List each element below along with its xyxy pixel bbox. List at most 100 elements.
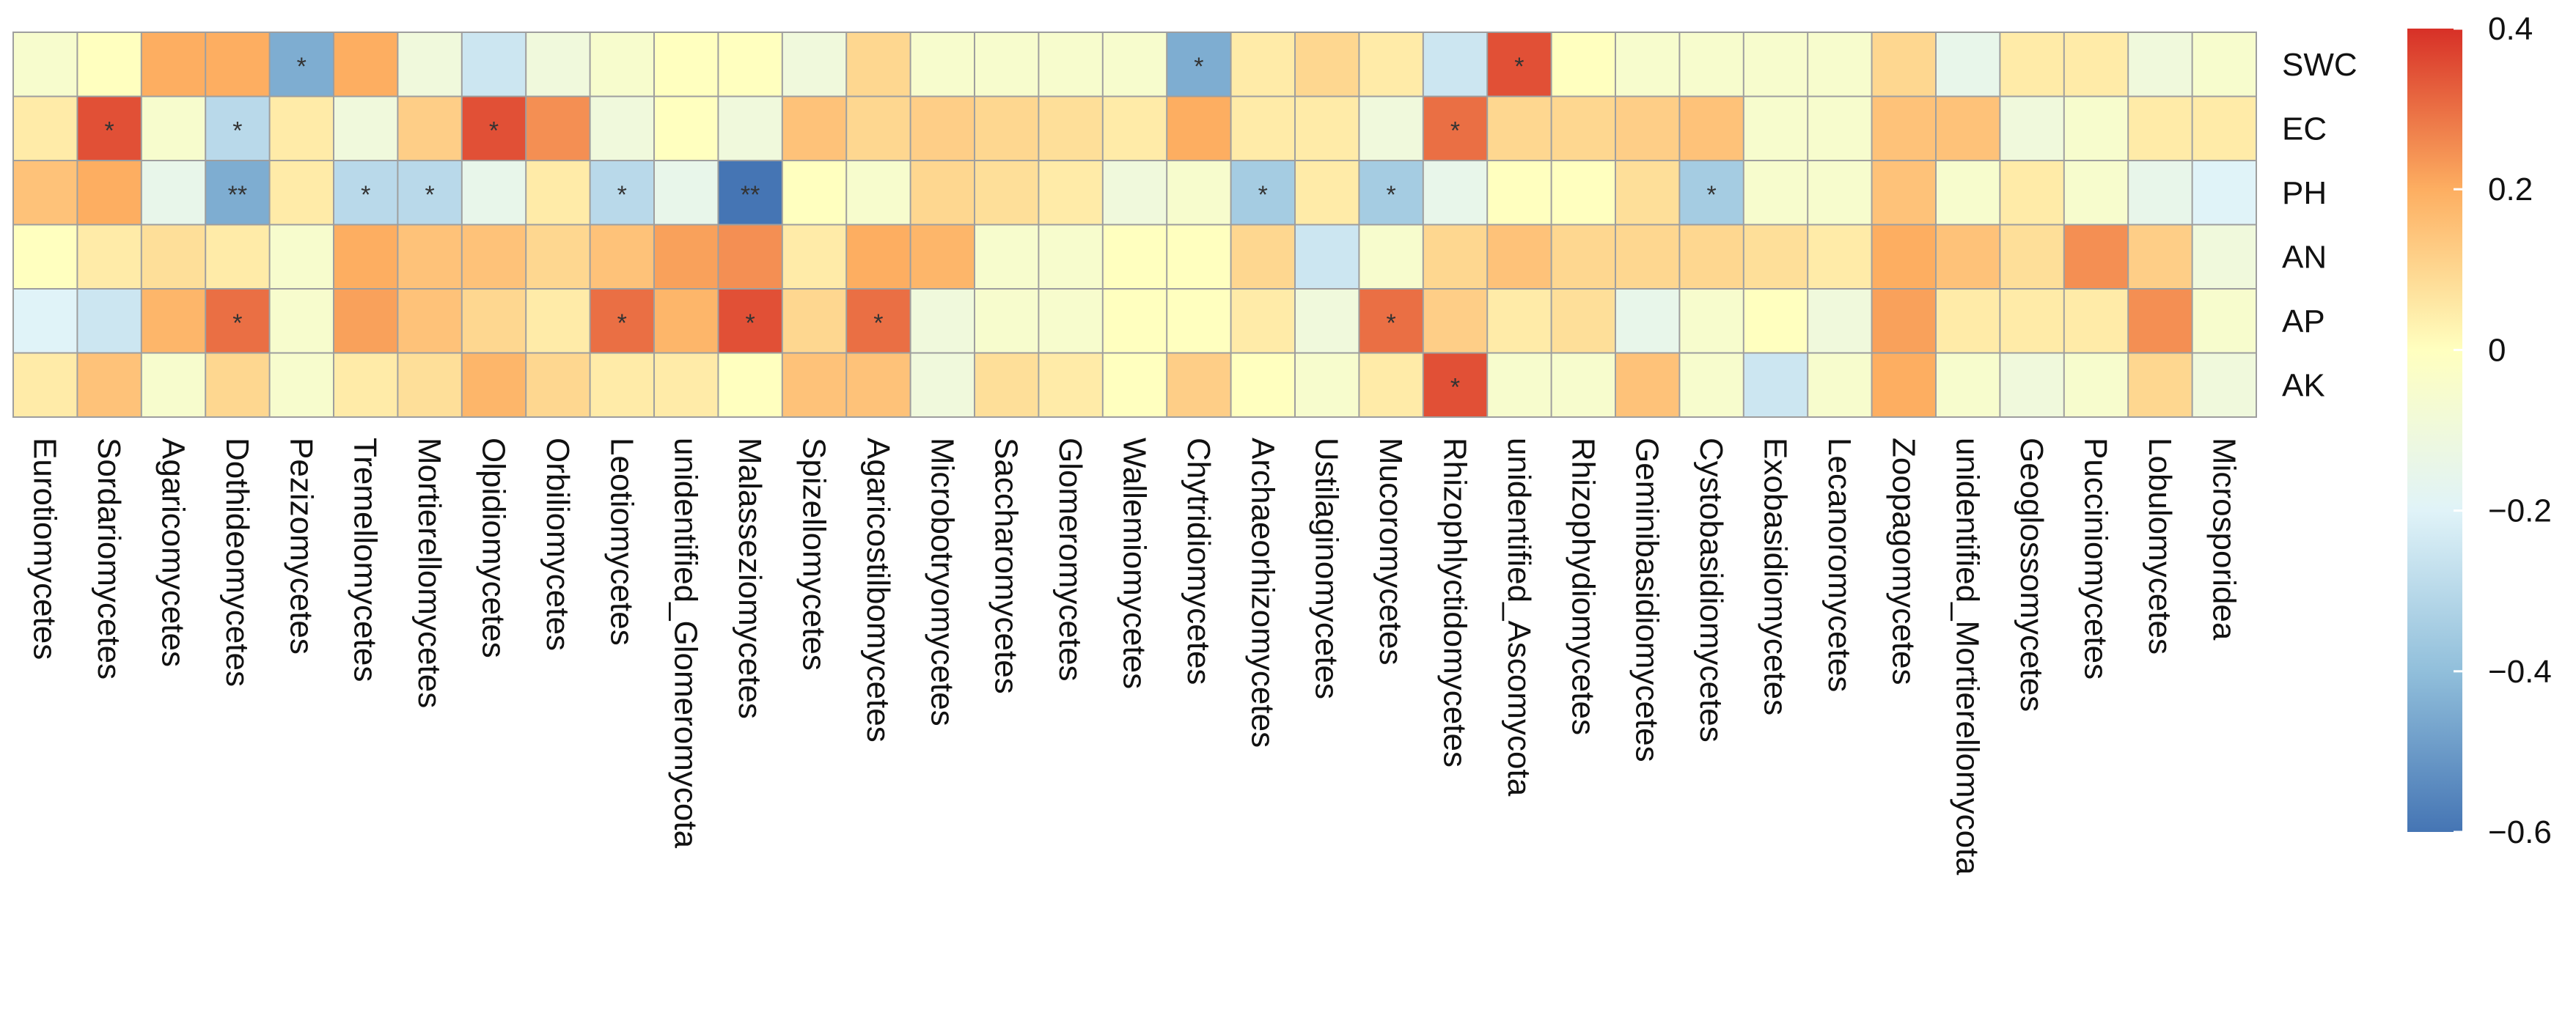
heatmap-cell-ap-1 <box>78 290 141 353</box>
column-label: Rhizophlyctidomycetes <box>1437 438 1473 767</box>
heatmap-cell-ec-21 <box>1359 97 1423 160</box>
heatmap-cell-ph-29 <box>1872 161 1935 224</box>
column-label: Geoglossomycetes <box>2014 438 2050 712</box>
significance-marker: * <box>617 181 627 209</box>
color-legend: 0.4 0.2 0 −0.2 −0.4 −0.6 <box>2407 11 2552 850</box>
heatmap-cell-ap-12 <box>782 290 846 353</box>
column-label: Cystobasidiomycetes <box>1693 438 1729 743</box>
heatmap-cell-ec-16 <box>1039 97 1102 160</box>
column-label: Malasseziomycetes <box>732 438 768 719</box>
heatmap-cell-ap-27 <box>1744 290 1808 353</box>
column-label: unidentified_Mortierellomycota <box>1950 438 1986 875</box>
heatmap-cell-ec-34 <box>2192 97 2256 160</box>
significance-marker: * <box>617 309 627 337</box>
heatmap-cell-ak-15 <box>975 353 1038 416</box>
heatmap-cell-ap-26 <box>1680 290 1743 353</box>
column-label: Wallemiomycetes <box>1117 438 1153 689</box>
heatmap-cell-ap-6 <box>398 290 461 353</box>
heatmap-cell-ec-32 <box>2064 97 2128 160</box>
significance-marker: ** <box>741 181 760 209</box>
heatmap-cell-ph-23 <box>1488 161 1551 224</box>
column-label: Agaricomycetes <box>155 438 191 667</box>
heatmap-cell-ph-7 <box>462 161 526 224</box>
heatmap-cell-ap-7 <box>462 290 526 353</box>
heatmap-cell-ph-26 <box>1680 161 1743 224</box>
heatmap-cell-an-6 <box>398 225 461 288</box>
heatmap-cell-ak-18 <box>1167 353 1230 416</box>
heatmap-cell-swc-15 <box>975 33 1038 96</box>
heatmap-cell-ak-23 <box>1488 353 1551 416</box>
column-labels: Eurotiomycetes Sordariomycetes Agaricomyce… <box>27 438 2242 875</box>
heatmap-cell-ap-25 <box>1616 290 1679 353</box>
heatmap-cell-swc-14 <box>911 33 974 96</box>
heatmap-cell-ph-5 <box>334 161 397 224</box>
heatmap-cell-swc-6 <box>398 33 461 96</box>
heatmap-cell-ph-2 <box>142 161 205 224</box>
heatmap-cell-an-5 <box>334 225 397 288</box>
significance-markers: * * ** * * *** * * * ** * * ** * * * ** <box>104 53 1716 401</box>
heatmap-cell-ap-19 <box>1231 290 1294 353</box>
heatmap-cell-ec-33 <box>2129 97 2192 160</box>
heatmap-cell-ak-14 <box>911 353 974 416</box>
column-label: Eurotiomycetes <box>27 438 63 660</box>
heatmap-cell-an-27 <box>1744 225 1808 288</box>
heatmap-cell-ph-32 <box>2064 161 2128 224</box>
heatmap-cell-an-14 <box>911 225 974 288</box>
heatmap-cell-swc-2 <box>142 33 205 96</box>
significance-marker: ** <box>228 181 247 209</box>
heatmap-cell-swc-26 <box>1680 33 1743 96</box>
significance-marker: * <box>232 309 242 337</box>
legend-tick-label: 0.4 <box>2488 11 2533 47</box>
heatmap-cell-an-25 <box>1616 225 1679 288</box>
row-label-ap: AP <box>2282 303 2325 339</box>
heatmap-cell-ak-27 <box>1744 353 1808 416</box>
significance-marker: * <box>1386 309 1395 337</box>
row-label-swc: SWC <box>2282 47 2357 83</box>
row-label-ec: EC <box>2282 111 2327 147</box>
heatmap-cell-swc-1 <box>78 33 141 96</box>
heatmap-cell-ec-18 <box>1167 97 1230 160</box>
heatmap-cell-ph-13 <box>847 161 910 224</box>
heatmap-cell-ph-16 <box>1039 161 1102 224</box>
heatmap-cell-ph-0 <box>14 161 77 224</box>
heatmap-cell-ak-1 <box>78 353 141 416</box>
heatmap-cell-ap-21 <box>1359 290 1423 353</box>
heatmap-cell-swc-5 <box>334 33 397 96</box>
legend-tick-label: 0.2 <box>2488 172 2533 207</box>
heatmap-cell-ph-28 <box>1808 161 1871 224</box>
heatmap-cell-ak-8 <box>526 353 590 416</box>
heatmap-cell-swc-18 <box>1167 33 1230 96</box>
heatmap-cell-ec-28 <box>1808 97 1871 160</box>
heatmap-cell-ap-22 <box>1423 290 1487 353</box>
significance-marker: * <box>361 181 370 209</box>
heatmap-cell-ph-10 <box>655 161 718 224</box>
heatmap-cell-ph-6 <box>398 161 461 224</box>
significance-marker: * <box>1706 181 1716 209</box>
heatmap-cell-swc-33 <box>2129 33 2192 96</box>
heatmap-cell-an-0 <box>14 225 77 288</box>
significance-marker: * <box>425 181 434 209</box>
heatmap-cell-ph-25 <box>1616 161 1679 224</box>
row-label-an: AN <box>2282 239 2327 275</box>
significance-marker: * <box>1258 181 1268 209</box>
heatmap-cell-ph-15 <box>975 161 1038 224</box>
heatmap-cell-an-7 <box>462 225 526 288</box>
heatmap-cell-ec-15 <box>975 97 1038 160</box>
column-label: Orbiliomycetes <box>540 438 576 651</box>
column-label: Saccharomycetes <box>988 438 1024 694</box>
heatmap-cell-ap-31 <box>2000 290 2063 353</box>
heatmap-cell-ak-30 <box>1937 353 2000 416</box>
heatmap-cell-ec-8 <box>526 97 590 160</box>
heatmap-cell-ak-32 <box>2064 353 2128 416</box>
heatmap-cell-ap-17 <box>1103 290 1167 353</box>
heatmap-grid-background <box>12 32 2257 418</box>
heatmap-cell-an-29 <box>1872 225 1935 288</box>
heatmap-cell-an-13 <box>847 225 910 288</box>
heatmap-cell-ph-14 <box>911 161 974 224</box>
heatmap-cell-ap-8 <box>526 290 590 353</box>
heatmap-cell-ph-4 <box>270 161 333 224</box>
heatmap-cell-an-20 <box>1296 225 1359 288</box>
heatmap-cell-ec-9 <box>590 97 653 160</box>
heatmap-cell-swc-13 <box>847 33 910 96</box>
